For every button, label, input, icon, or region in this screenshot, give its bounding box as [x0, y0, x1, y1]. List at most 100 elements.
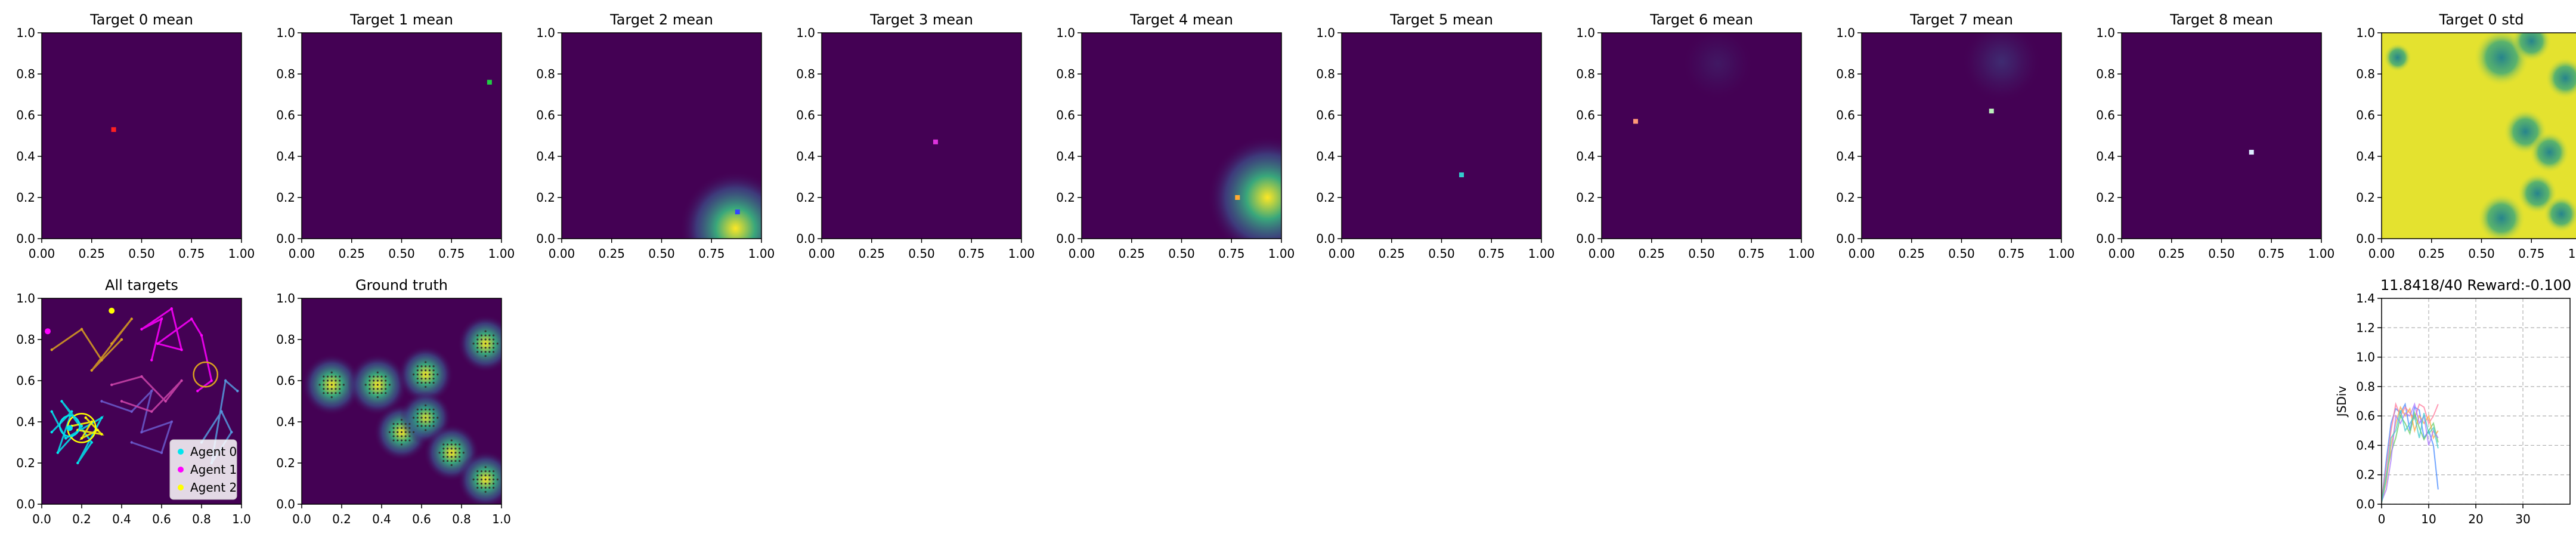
heatmap-background	[302, 33, 501, 239]
ground-truth-sample-dot	[480, 479, 483, 481]
panel-10-ytick-label: 0.0	[16, 497, 35, 511]
panel-10-ytick-label: 1.0	[16, 291, 35, 305]
ground-truth-sample-dot	[326, 375, 329, 378]
panel-10-xtick-label: 0.0	[32, 512, 51, 526]
panel-9-title: Target 0 std	[2439, 11, 2524, 28]
panel-12-ytick-label: 0.6	[2356, 409, 2375, 423]
heatmap-blob	[1208, 135, 1281, 239]
ground-truth-sample-dot	[420, 412, 423, 415]
heatmap-low-region	[2545, 57, 2576, 99]
ground-truth-sample-dot	[400, 435, 403, 437]
ground-truth-sample-dot	[484, 342, 487, 345]
panel-11-ytick-label: 0.0	[276, 497, 295, 511]
panel-10-title: All targets	[105, 277, 178, 294]
panel-1-xtick-label: 0.75	[438, 246, 465, 261]
ground-truth-sample-dot	[425, 425, 427, 427]
trajectory-point	[80, 437, 83, 440]
ground-truth-sample-dot	[438, 452, 441, 454]
panel-6-xtick-label: 1.00	[1788, 246, 1815, 261]
ground-truth-sample-dot	[428, 377, 431, 380]
panel-2-ytick-label: 0.6	[536, 108, 555, 122]
subplot-target-3-mean: Target 3 mean 0.00 0.25 0.50 0.75 1.00 0.0 0.2 0…	[796, 11, 1035, 261]
panel-7-ytick-label: 0.4	[1836, 149, 1855, 163]
panel-5-ytick-label: 0.6	[1316, 108, 1335, 122]
ground-truth-sample-dot	[416, 381, 419, 384]
panel-7-xtick-label: 0.50	[1948, 246, 1975, 261]
ground-truth-sample-dot	[335, 388, 337, 390]
legend-marker	[178, 484, 184, 490]
trajectory-point	[50, 410, 53, 413]
legend-label: Agent 0	[190, 445, 237, 459]
ground-truth-sample-dot	[432, 421, 435, 423]
ground-truth-sample-dot	[428, 369, 431, 372]
ground-truth-sample-dot	[454, 456, 457, 458]
ground-truth-sample-dot	[408, 431, 411, 433]
panel-0-ytick-label: 0.0	[16, 232, 35, 246]
ground-truth-sample-dot	[493, 479, 495, 481]
panel-11-ytick-label: 0.4	[276, 415, 295, 429]
ground-truth-sample-dot	[454, 452, 457, 454]
ground-truth-sample-dot	[400, 431, 403, 433]
panel-12-ytick-label: 0.4	[2356, 438, 2375, 452]
panel-4-title: Target 4 mean	[1129, 11, 1233, 28]
panel-12-xtick-label: 10	[2421, 512, 2436, 526]
ground-truth-sample-dot	[476, 347, 479, 349]
panel-12-plot-area	[2382, 298, 2570, 504]
panel-2-ytick-label: 0.2	[536, 190, 555, 205]
ground-truth-sample-dot	[488, 486, 491, 489]
subplot-target-7-mean: Target 7 mean 0.00 0.25 0.50 0.75 1.00 0.0 0.2 0…	[1836, 11, 2075, 261]
legend-marker	[178, 449, 184, 455]
panel-3-ytick-label: 0.6	[796, 108, 815, 122]
ground-truth-sample-dot	[420, 369, 423, 372]
ground-truth-sample-dot	[369, 392, 371, 394]
ground-truth-sample-dot	[488, 479, 491, 481]
panel-8-ytick-label: 0.0	[2096, 232, 2115, 246]
ground-truth-sample-dot	[416, 416, 419, 419]
trajectory-point	[220, 410, 223, 413]
ground-truth-sample-dot	[326, 379, 329, 382]
ground-truth-sample-dot	[330, 371, 333, 374]
panel-6-ytick-label: 0.4	[1576, 149, 1595, 163]
ground-truth-sample-dot	[339, 379, 341, 382]
panel-1-plot-area	[302, 33, 501, 239]
trajectory-point	[100, 416, 103, 419]
panel-0-ytick-label: 0.6	[16, 108, 35, 122]
trajectory-point	[196, 390, 199, 393]
ground-truth-sample-dot	[436, 374, 439, 376]
ground-truth-sample-dot	[385, 375, 387, 378]
ground-truth-sample-dot	[326, 384, 329, 386]
panel-10-plot-area	[42, 298, 242, 504]
panel-7-ytick-label: 0.2	[1836, 190, 1855, 205]
ground-truth-sample-dot	[428, 408, 431, 411]
jsdiv-series-line	[2382, 411, 2439, 502]
panel-9-ytick-label: 1.0	[2356, 26, 2375, 40]
ground-truth-sample-dot	[476, 470, 479, 473]
ground-truth-sample-dot	[397, 439, 399, 442]
panel-8-xtick-label: 1.00	[2308, 246, 2335, 261]
ground-truth-sample-dot	[330, 392, 333, 394]
ground-truth-sample-dot	[484, 482, 487, 485]
ground-truth-sample-dot	[476, 351, 479, 353]
jsdiv-series-line	[2382, 402, 2439, 502]
ground-truth-sample-dot	[425, 408, 427, 411]
panel-1-ytick-label: 0.4	[276, 149, 295, 163]
ground-truth-sample-dot	[488, 347, 491, 349]
trajectory-point	[160, 451, 163, 454]
trajectory-point	[130, 317, 133, 320]
ground-truth-sample-dot	[420, 381, 423, 384]
ground-truth-sample-dot	[408, 422, 411, 425]
ground-truth-sample-dot	[413, 431, 415, 433]
panel-9-ytick-label: 0.2	[2356, 190, 2375, 205]
ground-truth-sample-dot	[385, 379, 387, 382]
ground-truth-sample-dot	[488, 482, 491, 485]
panel-4-xtick-label: 0.75	[1218, 246, 1245, 261]
heatmap-blob	[1961, 33, 2042, 103]
panel-7-xtick-label: 0.25	[1898, 246, 1925, 261]
panel-6-xtick-label: 0.50	[1688, 246, 1715, 261]
ground-truth-sample-dot	[369, 384, 371, 386]
legend-label: Agent 1	[190, 462, 237, 477]
panel-2-ytick-label: 0.4	[536, 149, 555, 163]
ground-truth-sample-dot	[462, 452, 465, 454]
heatmap-blob	[457, 450, 501, 504]
trajectory-point	[150, 410, 153, 413]
